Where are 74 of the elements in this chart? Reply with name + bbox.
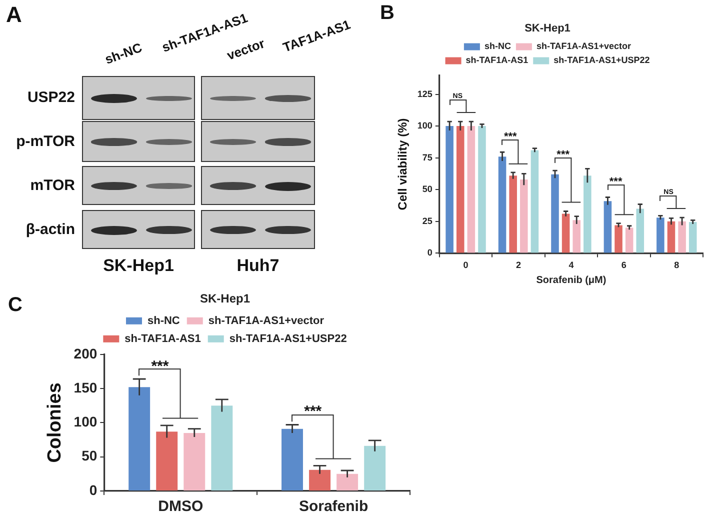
text: SK-Hep1 (102, 256, 175, 276)
bar (446, 126, 454, 253)
x-tick-label: 8 (674, 260, 680, 270)
y-axis-title: Cell viability (%) (396, 118, 410, 210)
x-tick-label: Sorafenib (298, 498, 368, 516)
bar (604, 201, 612, 253)
text: sh-NC (102, 40, 144, 67)
bar (282, 428, 303, 490)
text: B (380, 2, 394, 25)
bar (467, 126, 476, 253)
annotation: *** (608, 176, 624, 188)
text: C (8, 294, 22, 317)
bar (184, 432, 206, 490)
bar (128, 387, 150, 490)
bar (456, 126, 464, 253)
text: mTOR (29, 176, 75, 194)
legend-label: sh-TAF1A-AS1 (124, 332, 201, 345)
bar (688, 222, 697, 253)
text: A (6, 2, 22, 28)
bar (211, 406, 233, 490)
x-tick-label: 0 (463, 260, 468, 270)
y-tick-label: 0 (427, 248, 432, 258)
y-tick-label: 100 (417, 120, 432, 131)
annotation: *** (556, 149, 571, 162)
y-tick-label: 0 (89, 482, 98, 498)
bar (509, 176, 517, 253)
bar (336, 474, 358, 490)
x-tick-label: 4 (568, 260, 574, 270)
annotation: *** (502, 130, 518, 143)
text: Huh7 (236, 256, 280, 276)
chart-title: SK-Hep1 (524, 22, 570, 35)
annotation: *** (150, 358, 170, 375)
bar (156, 432, 178, 490)
bar (667, 221, 676, 253)
bar (364, 446, 386, 490)
chart-title: SK-Hep1 (200, 292, 250, 306)
bar (478, 126, 486, 253)
y-tick-label: 75 (422, 152, 432, 162)
bar (614, 225, 622, 253)
legend-label: sh-TAF1A-AS1+vector (208, 314, 325, 327)
bar (309, 470, 331, 490)
legend-label: sh-TAF1A-AS1+vector (536, 41, 632, 52)
y-tick-label: 100 (74, 414, 98, 430)
y-tick-label: 50 (422, 184, 432, 194)
x-tick-label: DMSO (158, 498, 204, 516)
legend-label: sh-TAF1A-AS1+USP22 (554, 55, 650, 66)
legend-label: sh-NC (147, 314, 180, 327)
legend-label: sh-NC (484, 41, 512, 52)
legend-label: sh-TAF1A-AS1 (466, 55, 528, 66)
bar (530, 150, 539, 253)
y-tick-label: 25 (422, 216, 432, 226)
bar (572, 220, 580, 253)
y-tick-label: 50 (82, 448, 98, 464)
bar (625, 228, 634, 253)
y-tick-label: 200 (74, 345, 98, 362)
bar (498, 156, 506, 253)
bar (551, 174, 559, 253)
bar (656, 218, 664, 253)
text: USP22 (26, 89, 75, 106)
x-tick-label: 2 (516, 260, 521, 270)
bar (584, 176, 592, 253)
y-axis-title: Colonies (44, 382, 66, 463)
x-tick-label: 6 (621, 260, 626, 270)
y-tick-label: 125 (417, 88, 432, 99)
annotation: *** (303, 403, 323, 420)
text: β-actin (24, 220, 75, 238)
bar (562, 214, 570, 253)
bar (520, 179, 528, 253)
text: p-mTOR (15, 132, 75, 150)
bar (678, 221, 686, 253)
x-axis-title: Sorafenib (μM) (536, 274, 606, 286)
y-tick-label: 150 (74, 379, 98, 396)
bar (636, 208, 644, 253)
legend-label: sh-TAF1A-AS1+USP22 (229, 332, 347, 345)
